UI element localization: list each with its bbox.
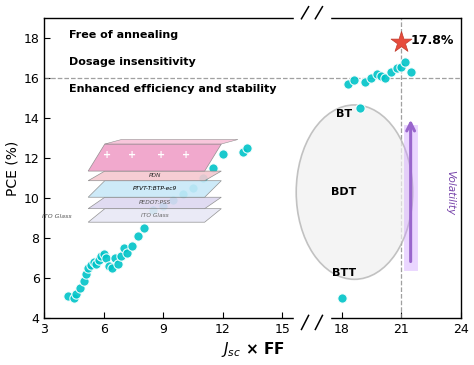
Point xyxy=(374,71,381,77)
Point xyxy=(393,65,401,71)
Point xyxy=(179,191,187,197)
Point xyxy=(140,225,147,231)
Point xyxy=(209,165,217,171)
Point xyxy=(189,185,197,191)
Text: BTT: BTT xyxy=(332,268,356,278)
Polygon shape xyxy=(105,139,238,144)
Point xyxy=(397,64,405,70)
Point xyxy=(100,251,108,257)
Text: Free of annealing: Free of annealing xyxy=(69,30,179,40)
Text: Dosage insensitivity: Dosage insensitivity xyxy=(69,57,196,67)
Text: BT: BT xyxy=(336,109,352,119)
Point xyxy=(97,253,105,259)
Text: +: + xyxy=(128,150,136,160)
Point xyxy=(377,73,385,79)
Polygon shape xyxy=(88,209,221,222)
Point xyxy=(397,39,405,45)
Y-axis label: PCE (%): PCE (%) xyxy=(6,141,19,196)
X-axis label: $J_{sc}$ × FF: $J_{sc}$ × FF xyxy=(220,341,284,360)
Point xyxy=(134,233,141,239)
Point xyxy=(128,243,136,249)
Point xyxy=(150,207,157,213)
Point xyxy=(344,81,351,87)
Point xyxy=(90,260,98,265)
Point xyxy=(64,293,72,299)
Text: +: + xyxy=(157,150,165,160)
Point xyxy=(401,59,409,65)
Point xyxy=(362,79,369,85)
Point xyxy=(73,291,80,297)
Point xyxy=(92,261,100,267)
Point xyxy=(117,253,125,259)
Point xyxy=(350,77,357,83)
Point xyxy=(407,69,415,75)
Point xyxy=(87,262,95,268)
Text: PDN: PDN xyxy=(148,173,161,178)
Point xyxy=(199,175,207,181)
Point xyxy=(70,295,78,301)
Text: ITO Glass: ITO Glass xyxy=(42,214,72,219)
Point xyxy=(243,145,250,151)
Polygon shape xyxy=(88,197,221,209)
Ellipse shape xyxy=(296,105,413,279)
Point xyxy=(160,203,167,209)
Point xyxy=(120,245,128,251)
Text: PEDOT:PSS: PEDOT:PSS xyxy=(138,200,171,205)
Point xyxy=(382,75,389,81)
Point xyxy=(219,151,227,157)
Point xyxy=(108,265,116,271)
Text: +: + xyxy=(103,150,111,160)
Point xyxy=(368,75,375,81)
Polygon shape xyxy=(88,144,221,171)
Text: PTVT-T:BTP-ec9: PTVT-T:BTP-ec9 xyxy=(133,187,177,192)
Polygon shape xyxy=(88,171,221,181)
Text: Volatility: Volatility xyxy=(445,170,455,215)
Point xyxy=(239,149,246,155)
Text: 17.8%: 17.8% xyxy=(411,34,455,47)
Point xyxy=(84,265,92,271)
Point xyxy=(95,257,103,263)
Point xyxy=(170,197,177,203)
Point xyxy=(82,272,90,277)
Bar xyxy=(294,310,330,334)
Text: BDT: BDT xyxy=(331,187,357,197)
Text: ITO Glass: ITO Glass xyxy=(141,213,169,218)
Bar xyxy=(294,5,330,21)
Point xyxy=(114,261,121,267)
Text: Enhanced efficiency and stability: Enhanced efficiency and stability xyxy=(69,84,277,94)
Point xyxy=(356,105,363,111)
Point xyxy=(123,250,130,256)
Point xyxy=(76,285,84,291)
Polygon shape xyxy=(88,181,221,197)
Point xyxy=(102,255,109,261)
Point xyxy=(80,278,88,284)
Point xyxy=(387,69,395,75)
Point xyxy=(111,255,118,261)
Text: +: + xyxy=(182,150,190,160)
Point xyxy=(338,295,346,301)
Point xyxy=(105,264,113,269)
